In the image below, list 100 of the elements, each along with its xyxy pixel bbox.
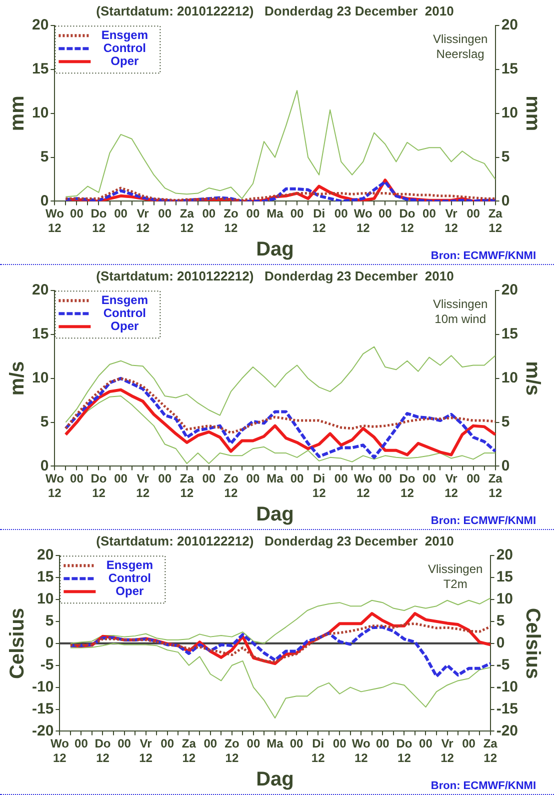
x-tick-label: 00 (202, 206, 216, 221)
y-tick-label: 0 (45, 634, 54, 652)
y-tick-label: -5 (40, 656, 54, 674)
y2-tick-label: -10 (496, 678, 518, 696)
y-tick-label: 5 (45, 612, 54, 630)
y-tick-label: -10 (32, 678, 54, 696)
y2-tick-label: 5 (496, 612, 505, 630)
y-axis-title: Celsius (6, 608, 29, 679)
y-tick-label: 0 (40, 192, 49, 210)
annotation: 10m wind (434, 312, 486, 326)
x-tick-label: Zo 12 (224, 472, 238, 500)
annotation: Vlissingen (428, 562, 483, 576)
y-tick-label: -20 (32, 722, 54, 740)
x-tick-label: Za 12 (180, 206, 194, 236)
y2-tick-label: 15 (501, 326, 518, 343)
y2-tick-label: 20 (501, 282, 518, 299)
legend-label: Control (108, 570, 152, 585)
y2-tick-label: 20 (496, 546, 514, 564)
x-tick-label: Do 12 (90, 472, 107, 500)
x-tick-label: Do 12 (399, 472, 416, 500)
line-series (69, 622, 492, 664)
y-tick-label: 15 (32, 326, 49, 343)
x-tick-label: Do 12 (94, 736, 111, 766)
y-tick-label: 20 (32, 16, 49, 34)
x-tick-label: 00 (70, 472, 84, 486)
x-tick-label: Di 12 (312, 206, 326, 236)
x-tick-label: Vr 12 (444, 472, 458, 500)
x-tick-label: 00 (378, 206, 392, 221)
x-tick-label: Ma (266, 736, 284, 751)
x-tick-label: Za 12 (180, 472, 194, 500)
x-tick-label: 00 (246, 206, 260, 221)
x-tick-label: Za 12 (182, 736, 196, 766)
x-tick-label: Zo 12 (224, 736, 240, 766)
legend-label: Control (103, 306, 146, 320)
y2-tick-label: 0 (496, 634, 505, 652)
x-tick-label: Wo 12 (45, 206, 64, 236)
line-series (64, 377, 497, 434)
x-tick-label: Vr 12 (139, 736, 153, 766)
annotation: Neerslag (436, 46, 484, 61)
x-tick-label: Vr 12 (440, 736, 454, 766)
line-series (68, 626, 492, 678)
x-tick-label: 00 (378, 472, 392, 486)
x-tick-label: Di 12 (312, 472, 326, 500)
x-tick-label: 00 (290, 206, 304, 221)
x-tick-label: 00 (422, 472, 436, 486)
y-tick-label: 0 (40, 457, 49, 474)
y2-tick-label: 10 (501, 104, 518, 122)
x-tick-label: 00 (114, 206, 128, 221)
x-tick-label: 00 (246, 472, 260, 486)
x-axis-title: Dag (256, 504, 294, 526)
x-tick-label: 00 (419, 736, 433, 751)
x-tick-label: Wo 12 (354, 472, 372, 500)
y2-tick-label: 0 (501, 457, 510, 474)
y2-tick-label: 10 (501, 370, 518, 387)
x-tick-label: Vr 12 (136, 206, 150, 236)
y-axis-title: mm (6, 96, 29, 132)
x-tick-label: 00 (74, 736, 88, 751)
x-tick-label: 00 (466, 206, 480, 221)
chart-title: (Startdatum: 2010122212) Donderdag 23 December 2010 (96, 268, 454, 284)
y-tick-label: 15 (36, 568, 54, 586)
y2-tick-label: 20 (501, 16, 518, 34)
x-axis-title: Dag (256, 768, 294, 791)
x-tick-label: 00 (290, 736, 304, 751)
x-tick-label: Do 12 (90, 206, 107, 236)
x-tick-label: Do 12 (399, 206, 416, 236)
x-tick-label: 00 (158, 472, 172, 486)
y-tick-label: 5 (40, 413, 49, 430)
x-tick-label: Di 12 (311, 736, 326, 766)
x-tick-label: 00 (118, 736, 132, 751)
x-tick-label: 00 (202, 472, 216, 486)
x-tick-label: Za 12 (488, 206, 503, 236)
text: Bron: ECMWF/KNMI (430, 515, 536, 528)
x-tick-label: 00 (160, 736, 174, 751)
y2-axis-title: m/s (521, 361, 544, 396)
x-tick-label: 00 (466, 472, 480, 486)
x-tick-label: Wo 12 (50, 736, 69, 766)
x-tick-label: Za 12 (483, 736, 498, 766)
y-tick-label: 10 (32, 370, 49, 387)
y2-axis-title: mm (521, 96, 544, 132)
legend-label: Oper (116, 584, 144, 598)
y-tick-label: 10 (32, 104, 49, 122)
y-tick-label: 5 (40, 148, 49, 166)
y2-tick-label: 15 (496, 568, 514, 586)
x-tick-label: Zo 12 (224, 206, 238, 236)
x-tick-label: Za 12 (488, 472, 503, 500)
legend-label: Ensgem (101, 28, 148, 42)
y-tick-label: 20 (36, 546, 54, 564)
y2-tick-label: -5 (496, 656, 510, 674)
annotation: Vlissingen (432, 296, 488, 311)
x-tick-label: 00 (204, 736, 218, 751)
y2-tick-label: 10 (496, 590, 514, 608)
legend-label: Control (103, 40, 146, 55)
line-series (64, 376, 497, 459)
line-series (64, 186, 497, 202)
legend-label: Oper (110, 54, 140, 68)
y-tick-label: -15 (32, 700, 54, 718)
y2-axis-title: Celsius (521, 608, 544, 679)
y-tick-label: 10 (36, 590, 54, 608)
y2-tick-label: 15 (501, 60, 518, 78)
y2-tick-label: 5 (501, 413, 510, 430)
